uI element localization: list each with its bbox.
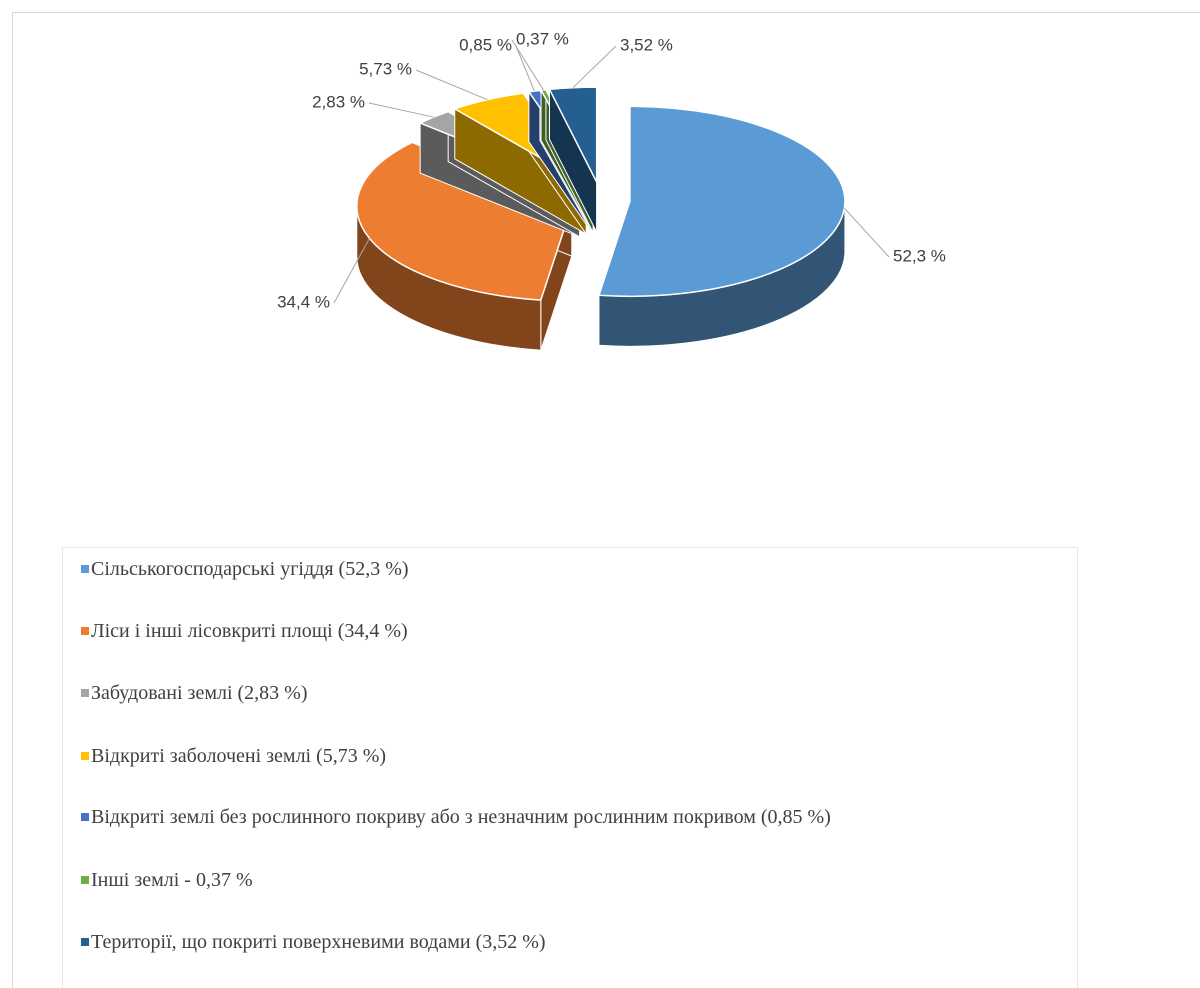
legend-label: Сільськогосподарські угіддя (52,3 %) — [91, 558, 409, 580]
slice — [356, 141, 573, 301]
legend-item: Сільськогосподарські угіддя (52,3 %) — [81, 558, 1051, 580]
leader-line — [572, 45, 617, 89]
data-label: 52,3 % — [893, 246, 946, 265]
legend-swatch — [81, 813, 89, 821]
legend-label: Ліси і інші лісовкриті площі (34,4 %) — [91, 620, 408, 642]
leader-line — [415, 69, 488, 101]
legend-swatch — [81, 565, 89, 573]
legend-swatch — [81, 689, 89, 697]
chart-frame — [12, 12, 1200, 988]
leader-line — [368, 102, 434, 118]
legend-label: Відкриті заболочені землі (5,73 %) — [91, 745, 387, 767]
slice — [597, 105, 846, 298]
chart: 52,3 % 34,4 % 2,83 % 5,73 % 0,85 % 0,37 % 3,52… — [277, 29, 946, 351]
legend-item: Забудовані землі (2,83 %) — [81, 682, 1051, 704]
legend: Сільськогосподарські угіддя (52,3 %) Ліси… — [62, 547, 1078, 988]
legend-item: Відкриті заболочені землі (5,73 %) — [81, 745, 1051, 767]
leader-line — [511, 39, 544, 91]
data-label: 0,37 % — [516, 29, 569, 48]
leader-line — [333, 238, 370, 304]
legend-swatch — [81, 876, 89, 884]
legend-label: Відкриті землі без рослинного покриву аб… — [91, 806, 831, 828]
legend-item: Ліси і інші лісовкриті площі (34,4 %) — [81, 620, 1051, 642]
slice — [548, 86, 598, 183]
legend-swatch — [81, 752, 89, 760]
data-label: 5,73 % — [359, 59, 412, 78]
legend-item: Інші землі - 0,37 % — [81, 869, 1051, 891]
legend-swatch — [81, 627, 89, 635]
data-label: 3,52 % — [620, 35, 673, 54]
legend-item: Території, що покриті поверхневими водам… — [81, 931, 1051, 953]
data-label: 0,85 % — [459, 35, 512, 54]
legend-label: Інші землі - 0,37 % — [91, 869, 253, 891]
legend-label: Території, що покриті поверхневими водам… — [91, 931, 546, 953]
legend-label: Забудовані землі (2,83 %) — [91, 682, 308, 704]
leader-line — [515, 45, 535, 92]
data-label: 34,4 % — [277, 292, 330, 311]
legend-item: Відкриті землі без рослинного покриву аб… — [81, 806, 1051, 828]
legend-swatch — [81, 938, 89, 946]
data-label: 2,83 % — [312, 92, 365, 111]
leader-line — [843, 207, 890, 258]
